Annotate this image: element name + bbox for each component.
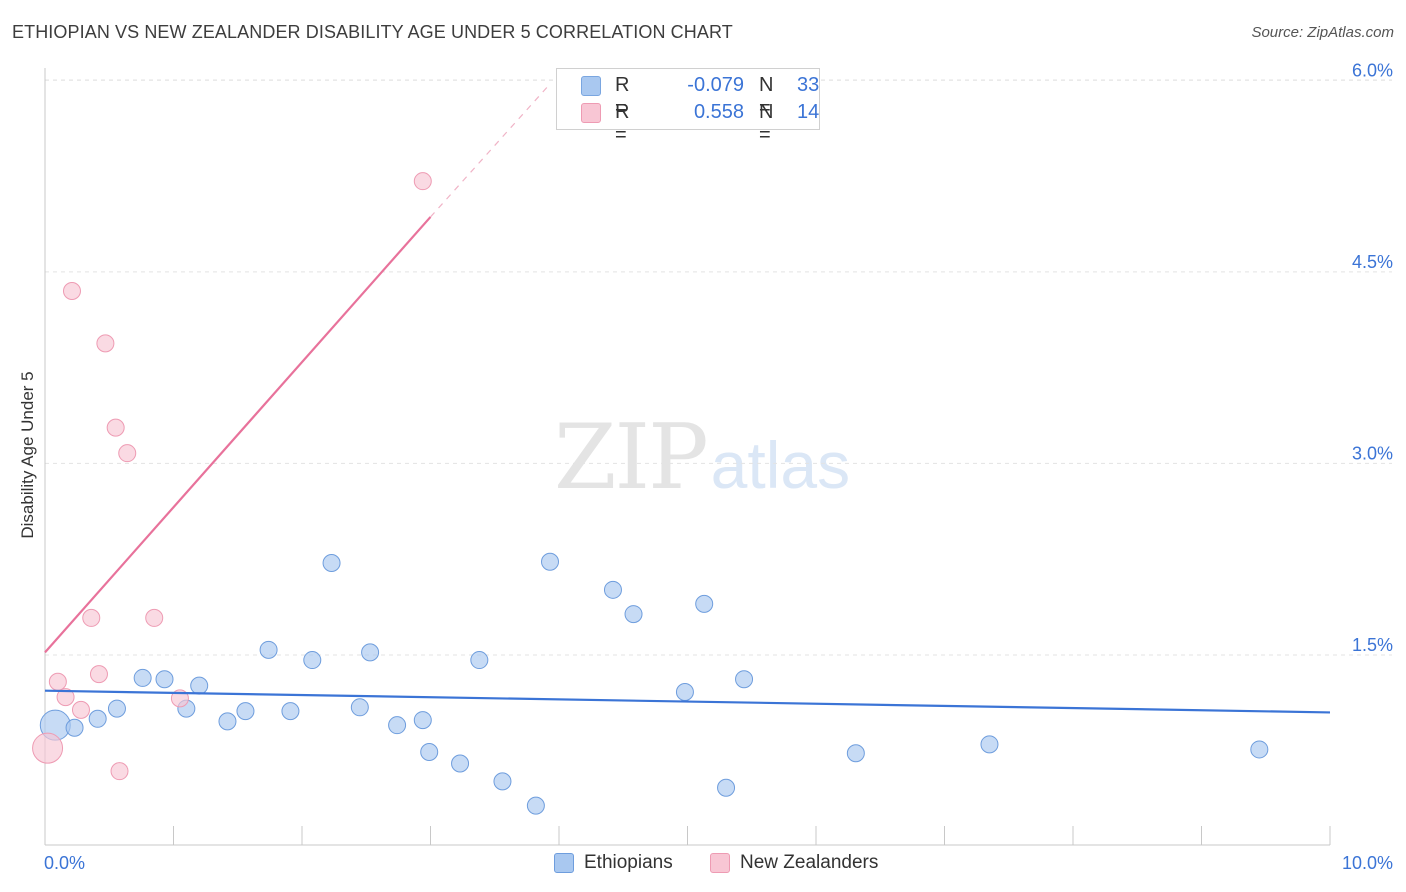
legend-swatch-ethiopians <box>581 76 601 96</box>
y-tick-label: 3.0% <box>1352 443 1393 463</box>
ethiopian-point <box>281 702 300 721</box>
ethiopian-point <box>735 670 754 689</box>
ethiopian-point <box>980 735 999 754</box>
new-zealander-point <box>71 700 90 719</box>
ethiopian-point <box>470 651 489 670</box>
ethiopian-point <box>303 651 322 670</box>
legend-label-new-zealanders: New Zealanders <box>740 852 879 873</box>
r-label: R = <box>615 74 630 119</box>
ethiopian-point <box>846 744 865 763</box>
new-zealander-point <box>96 334 115 353</box>
new-zealander-point <box>110 762 129 781</box>
new-zealander-point <box>106 418 125 437</box>
ethiopian-point <box>361 643 380 662</box>
ethiopian-point <box>65 718 84 737</box>
y-tick-label: 4.5% <box>1352 252 1393 272</box>
ethiopian-point <box>624 605 643 624</box>
source-credit: Source: ZipAtlas.com <box>1251 24 1394 41</box>
correlation-legend: R = -0.079 N = 33 R = 0.558 N = 14 <box>556 68 820 146</box>
ethiopian-trend-line <box>44 689 1331 714</box>
ethiopian-point <box>322 554 341 573</box>
new-zealander-point <box>118 444 137 463</box>
ethiopian-point <box>526 796 545 815</box>
y-axis-label: Disability Age Under 5 <box>18 371 37 539</box>
y-tick-label: 6.0% <box>1352 60 1393 80</box>
r-label: R = <box>615 101 630 146</box>
new-zealander-point <box>82 608 101 627</box>
n-value: 33 <box>797 74 820 96</box>
ethiopian-point <box>675 682 694 701</box>
n-label: N = <box>759 101 774 146</box>
new-zealander-trend-line-extension <box>430 85 550 218</box>
ethiopian-point <box>350 698 369 717</box>
ethiopian-point <box>190 676 209 695</box>
ethiopian-point <box>413 711 432 730</box>
new-zealander-point <box>413 172 432 191</box>
legend-swatch-ethiopians <box>554 853 574 873</box>
new-zealander-point <box>62 282 81 301</box>
legend-label-ethiopians: Ethiopians <box>584 852 673 873</box>
watermark-zip: ZIP <box>554 405 709 510</box>
ethiopian-point <box>717 778 736 797</box>
new-zealander-point <box>89 665 108 684</box>
n-value: 14 <box>797 101 820 123</box>
r-value: 0.558 <box>693 101 744 123</box>
ethiopian-point <box>218 712 237 731</box>
ethiopian-point <box>236 702 255 721</box>
y-tick-label: 1.5% <box>1352 635 1393 655</box>
ethiopian-point <box>541 552 560 571</box>
new-zealander-point <box>48 672 67 691</box>
x-tick-label: 0.0% <box>44 853 85 873</box>
legend-swatch-new-zealanders <box>581 103 601 123</box>
new-zealander-point <box>56 688 75 707</box>
ethiopian-point <box>1250 740 1269 759</box>
ethiopian-point <box>388 716 407 735</box>
new-zealander-point <box>145 608 164 627</box>
ethiopian-point <box>155 670 174 689</box>
new-zealander-point <box>32 732 64 764</box>
watermark: ZIPatlas <box>554 405 850 510</box>
watermark-atlas: atlas <box>710 428 851 502</box>
ethiopian-point <box>603 580 622 599</box>
new-zealander-trend-line <box>44 216 432 654</box>
ethiopian-point <box>88 709 107 728</box>
ethiopian-point <box>420 743 439 762</box>
chart-title: ETHIOPIAN VS NEW ZEALANDER DISABILITY AG… <box>12 22 733 42</box>
ethiopian-point <box>695 594 714 613</box>
ethiopian-point <box>259 640 278 659</box>
ethiopian-point <box>493 772 512 791</box>
n-label: N = <box>759 74 774 119</box>
r-value: -0.079 <box>687 74 744 96</box>
x-tick-label: 10.0% <box>1342 853 1393 873</box>
legend-swatch-new-zealanders <box>710 853 730 873</box>
ethiopian-point <box>451 754 470 773</box>
ethiopian-point <box>133 668 152 687</box>
ethiopian-point <box>107 699 126 718</box>
